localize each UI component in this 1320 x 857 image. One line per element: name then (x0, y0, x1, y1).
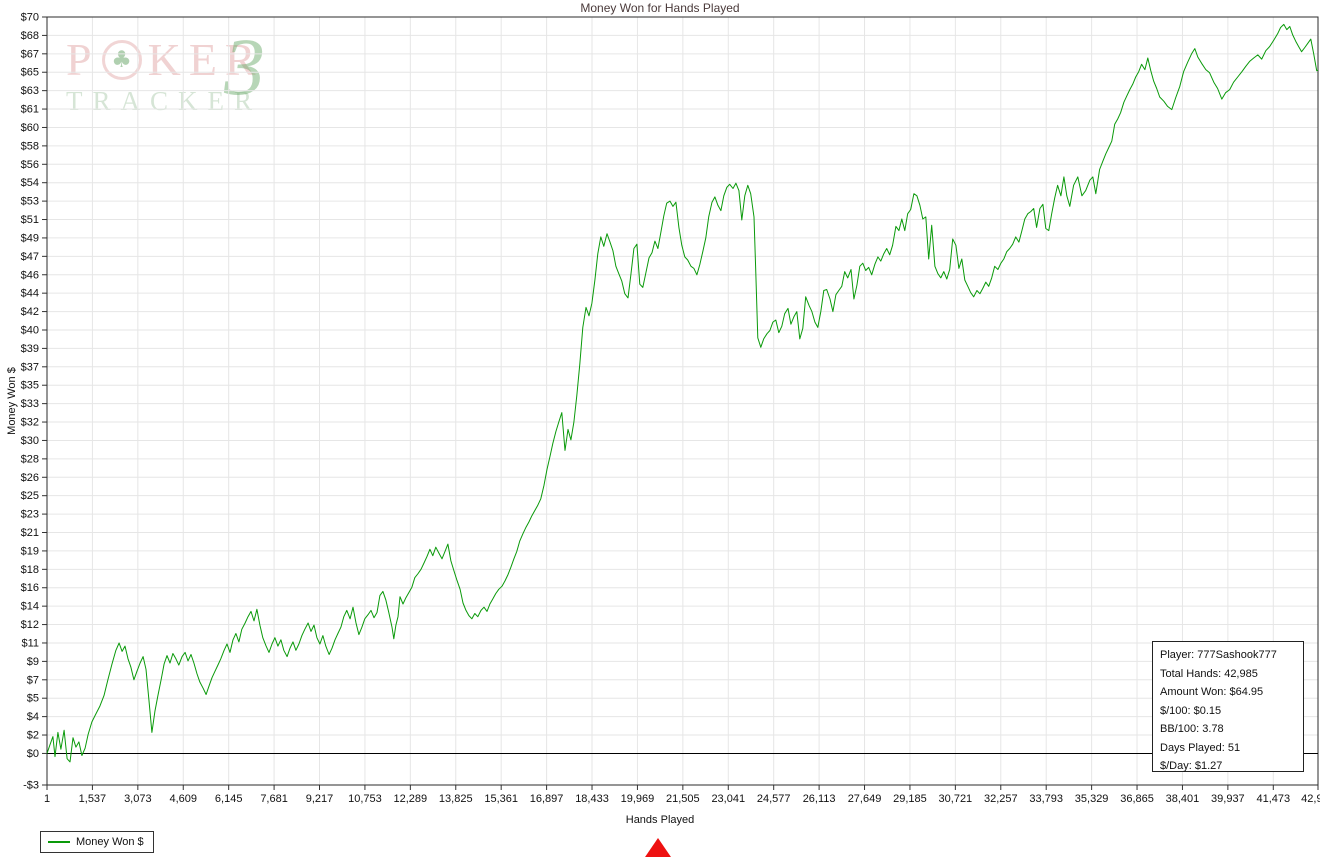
stat-row-amount-won: Amount Won: $64.95 (1160, 686, 1264, 698)
watermark-letter-p: P (66, 34, 100, 85)
y-tick-label: $33 (21, 398, 39, 410)
y-tick-label: $18 (21, 564, 39, 576)
y-tick-label: $68 (21, 30, 39, 42)
x-tick-label: 36,865 (1120, 793, 1154, 805)
y-tick-label: $60 (21, 122, 39, 134)
x-tick-label: 23,041 (711, 793, 745, 805)
y-tick-label: $5 (27, 693, 39, 705)
x-tick-label: 6,145 (215, 793, 243, 805)
legend-line-sample (48, 841, 70, 843)
x-tick-label: 41,473 (1256, 793, 1290, 805)
y-tick-label: $49 (21, 232, 39, 244)
y-tick-label: $30 (21, 435, 39, 447)
x-tick-label: 27,649 (848, 793, 882, 805)
x-tick-label: 4,609 (169, 793, 197, 805)
axis-tick-labels: $70$68$67$65$63$61$60$58$56$54$53$51$49$… (21, 12, 1320, 806)
y-tick-label: $2 (27, 730, 39, 742)
y-tick-label: $37 (21, 361, 39, 373)
watermark-letters-ker: KER (147, 34, 264, 85)
y-tick-label: $21 (21, 527, 39, 539)
y-tick-label: $12 (21, 619, 39, 631)
y-tick-label: $23 (21, 509, 39, 521)
x-tick-label: 24,577 (757, 793, 791, 805)
y-tick-label: $44 (21, 288, 39, 300)
y-tick-label: $53 (21, 196, 39, 208)
x-axis-title: Hands Played (625, 814, 695, 826)
y-tick-label: $14 (21, 601, 39, 613)
x-gridlines (91, 17, 1274, 785)
y-tick-label: $58 (21, 140, 39, 152)
y-tick-label: $54 (21, 177, 39, 189)
y-tick-label: $67 (21, 48, 39, 60)
x-tick-label: 39,937 (1211, 793, 1245, 805)
y-tick-label: $26 (21, 472, 39, 484)
stat-row-days-played: Days Played: 51 (1160, 741, 1241, 754)
y-tick-label: $47 (21, 251, 39, 263)
y-tick-label: $65 (21, 67, 39, 79)
stats-panel: Player: 777Sashook777 Total Hands: 42,98… (1152, 641, 1304, 772)
y-tick-label: $19 (21, 545, 39, 557)
money-won-series (46, 23, 1319, 763)
y-tick-label: $16 (21, 582, 39, 594)
plot-frame (46, 16, 1319, 786)
x-tick-label: 42,985 (1301, 793, 1320, 805)
x-tick-label: 38,401 (1166, 793, 1200, 805)
y-tick-label: $42 (21, 306, 39, 318)
y-tick-label: $9 (27, 656, 39, 668)
y-tick-label: $7 (27, 674, 39, 686)
axis-tick-marks (42, 16, 1319, 790)
watermark-numeral-3: 3 (224, 21, 265, 112)
y-tick-label: $28 (21, 453, 39, 465)
x-tick-label: 12,289 (394, 793, 428, 805)
y-tick-label: $61 (21, 104, 39, 116)
y-tick-label: -$3 (23, 780, 39, 792)
red-triangle-marker[interactable] (643, 838, 673, 857)
x-tick-label: 1,537 (79, 793, 107, 805)
x-tick-label: 9,217 (306, 793, 334, 805)
y-tick-label: $11 (21, 637, 39, 649)
y-tick-label: $39 (21, 343, 39, 355)
x-tick-label: 19,969 (621, 793, 655, 805)
y-tick-label: $4 (27, 711, 39, 723)
stat-row-player: Player: 777Sashook777 (1160, 649, 1277, 661)
x-tick-label: 16,897 (530, 793, 564, 805)
x-tick-label: 15,361 (484, 793, 518, 805)
x-tick-label: 29,185 (893, 793, 927, 805)
stat-row-per-day: $/Day: $1.27 (1160, 760, 1223, 772)
chart-title: Money Won for Hands Played (580, 1, 740, 15)
stat-row-bb-100: BB/100: 3.78 (1160, 723, 1224, 735)
x-tick-label: 26,113 (803, 793, 836, 805)
y-tick-label: $63 (21, 85, 39, 97)
x-tick-label: 10,753 (348, 793, 382, 805)
legend: Money Won $ (40, 831, 154, 853)
x-tick-label: 30,721 (939, 793, 973, 805)
stat-row-total-hands: Total Hands: 42,985 (1160, 667, 1258, 680)
stat-row-per-100: $/100: $0.15 (1160, 704, 1222, 717)
x-tick-label: 21,505 (666, 793, 700, 805)
y-tick-label: $46 (21, 269, 39, 281)
x-tick-label: 1 (44, 793, 50, 805)
x-tick-label: 13,825 (439, 793, 473, 805)
y-tick-label: $56 (21, 159, 39, 171)
y-tick-label: $32 (21, 417, 39, 429)
y-tick-label: $70 (21, 12, 39, 24)
y-tick-label: $35 (21, 380, 39, 392)
x-tick-label: 33,793 (1029, 793, 1063, 805)
y-axis-title: Money Won $ (6, 367, 18, 435)
x-tick-label: 3,073 (124, 793, 152, 805)
x-tick-label: 32,257 (984, 793, 1018, 805)
x-tick-label: 35,329 (1075, 793, 1109, 805)
y-tick-label: $51 (21, 214, 39, 226)
legend-label: Money Won $ (76, 836, 144, 848)
y-tick-label: $0 (27, 748, 39, 760)
x-tick-label: 7,681 (260, 793, 288, 805)
x-tick-label: 18,433 (575, 793, 609, 805)
y-tick-label: $25 (21, 490, 39, 502)
y-tick-label: $40 (21, 324, 39, 336)
